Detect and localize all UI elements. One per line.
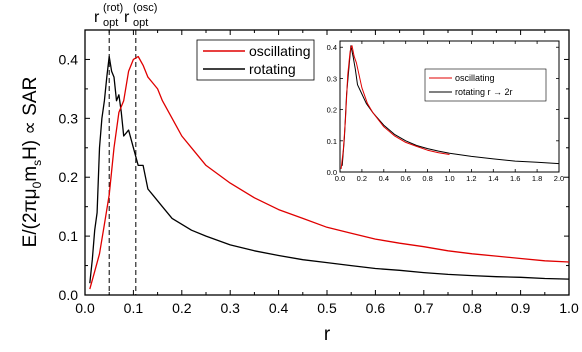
x-tick-label-0-3: 0.3 [220,300,240,316]
y-tick-label-0-0: 0.0 [59,287,79,303]
inset-y-tick-label-0-3: 0.3 [327,74,337,83]
inset-x-tick-label-1-8: 1.8 [532,174,542,183]
main-axis-ticks: 0.0 0.1 0.2 0.3 0.4 0.5 0.6 0.7 0.8 0.9 1.00.00.10… [59,29,579,316]
x-tick-label-0-0: 0.0 [75,300,95,316]
legend-label-rotating: rotating [249,61,296,77]
main-series-lines [89,55,570,290]
inset-legend-label-oscillating: oscillating [455,73,495,83]
svg-text:opt: opt [133,17,148,29]
x-tick-label-0-7: 0.7 [414,300,434,316]
inset-legend-label-rotating: rotating r → 2r [455,87,513,97]
x-tick-label-0-1: 0.1 [124,300,144,316]
y-tick-label-0-4: 0.4 [59,51,79,67]
inset-y-tick-label-0-4: 0.4 [327,43,337,52]
svg-text:(rot): (rot) [103,2,123,14]
x-tick-label-0-6: 0.6 [366,300,386,316]
inset-background [318,36,564,188]
inset-x-tick-label-1-2: 1.2 [466,174,476,183]
y-tick-label-0-1: 0.1 [59,228,79,244]
inset-x-tick-label-0-0: 0.0 [335,174,345,183]
y-axis-title: E/(2πμ0msH) ∝ SAR [20,77,44,248]
x-tick-label-0-4: 0.4 [269,300,289,316]
optimal-r-markers [108,30,137,295]
x-tick-label-0-9: 0.9 [511,300,531,316]
series-line-oscillating [89,55,570,290]
inset-y-tick-label-0-2: 0.2 [327,106,337,115]
inset-series-line-oscillating [340,45,450,169]
annotation-r-opt-osc: r (osc) opt [124,2,157,29]
x-tick-label-0-5: 0.5 [317,300,337,316]
inset-series-lines [340,45,560,169]
svg-text:(osc): (osc) [133,2,157,14]
inset-x-tick-label-0-6: 0.6 [400,174,410,183]
inset-x-tick-label-0-4: 0.4 [379,174,389,183]
inset-x-tick-label-2-0: 2.0 [554,174,564,183]
main-legend: oscillating rotating [196,39,315,81]
x-tick-label-0-8: 0.8 [462,300,482,316]
inset-y-tick-label-0-1: 0.1 [327,137,337,146]
inset-x-tick-label-1-0: 1.0 [444,174,454,183]
svg-text:r: r [94,9,100,26]
inset-plot: 0.0 0.2 0.4 0.6 0.8 1.0 1.2 1.4 1.6 1.8 2.0 0.0 0.1 0… [318,36,564,188]
inset-x-tick-label-1-6: 1.6 [510,174,520,183]
y-tick-label-0-2: 0.2 [59,169,79,185]
inset-legend-box [424,68,547,102]
inset-legend: oscillating rotating r → 2r [424,68,547,102]
series-line-rotating [89,55,570,284]
inset-x-tick-label-0-8: 0.8 [422,174,432,183]
inset-y-tick-label-0-0: 0.0 [327,168,337,177]
x-tick-label-0-2: 0.2 [172,300,192,316]
svg-text:r: r [124,9,130,26]
legend-label-oscillating: oscillating [249,43,310,59]
annotation-r-opt-rot: r (rot) opt [94,2,123,29]
x-axis-title: r [324,324,331,345]
inset-x-tick-label-1-4: 1.4 [488,174,498,183]
y-tick-label-0-3: 0.3 [59,110,79,126]
svg-text:opt: opt [103,17,118,29]
x-tick-label-1-0: 1.0 [559,300,579,316]
main-legend-box [196,39,315,81]
inset-x-tick-label-0-2: 0.2 [357,174,367,183]
inset-axis-ticks: 0.0 0.2 0.4 0.6 0.8 1.0 1.2 1.4 1.6 1.8 2.0 0.0 0.1 0… [327,41,564,183]
